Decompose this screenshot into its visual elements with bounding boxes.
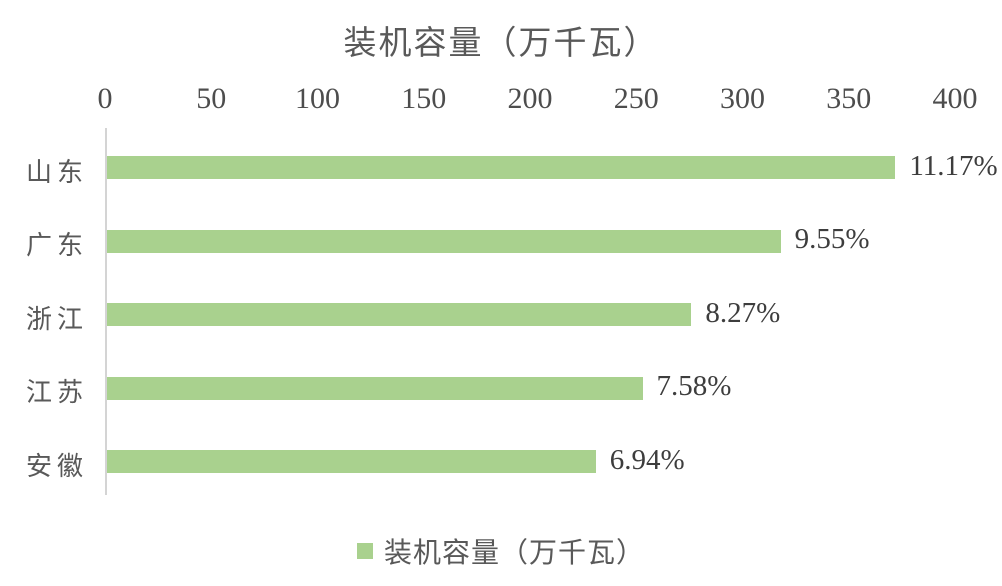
x-axis-tick-label: 400: [932, 82, 978, 115]
x-axis-tick-label: 250: [613, 82, 659, 115]
x-axis-tick-label: 50: [196, 82, 227, 115]
bar: [107, 376, 643, 400]
legend: 装机容量（万千瓦）: [0, 531, 1002, 571]
bar: [107, 450, 596, 473]
category-label: 浙江: [25, 304, 88, 334]
x-axis-tick-label: 150: [401, 82, 447, 115]
x-axis-tick-label: 300: [720, 82, 765, 115]
legend-label: 装机容量（万千瓦）: [383, 538, 645, 569]
bar-value-label: 8.27%: [705, 296, 781, 329]
bar: [107, 303, 692, 326]
bar-value-label: 6.94%: [609, 443, 685, 476]
x-axis-tick-label: 200: [507, 82, 553, 115]
category-label: 广东: [25, 231, 88, 260]
category-label: 安徽: [25, 451, 88, 481]
category-label: 江苏: [25, 378, 88, 407]
bar: [107, 156, 896, 179]
x-axis-tick-label: 0: [97, 82, 113, 115]
chart-title: 装机容量（万千瓦）: [343, 26, 659, 62]
category-label: 山东: [25, 157, 88, 187]
x-axis-tick-label: 100: [295, 82, 340, 115]
bar-value-label: 7.58%: [656, 370, 732, 402]
bar-value-label: 9.55%: [794, 223, 870, 255]
legend-swatch-icon: [356, 543, 373, 559]
y-axis-line: [105, 128, 107, 495]
bar-value-label: 11.17%: [909, 149, 998, 182]
bar: [107, 229, 781, 253]
x-axis-tick-label: 350: [826, 82, 872, 115]
x-axis-ticks: 0 50 100 150 200 250 300 350 400: [0, 82, 1002, 116]
